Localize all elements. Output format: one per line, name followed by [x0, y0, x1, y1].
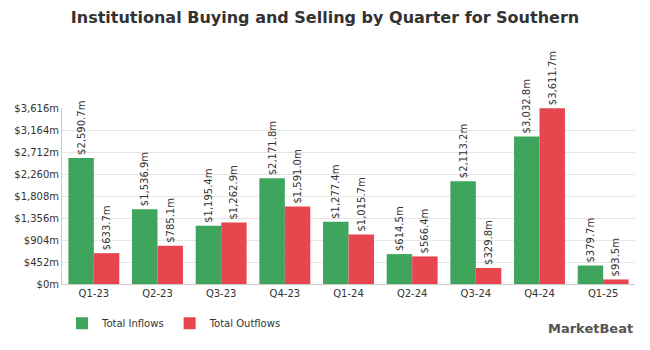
svg-text:$1,195.4m: $1,195.4m — [203, 169, 214, 223]
svg-text:$785.1m: $785.1m — [165, 198, 176, 243]
svg-text:$614.5m: $614.5m — [394, 206, 405, 251]
svg-text:Q4-24: Q4-24 — [524, 288, 555, 299]
svg-text:$93.5m: $93.5m — [610, 238, 621, 276]
svg-text:Q3-23: Q3-23 — [206, 288, 237, 299]
svg-text:Q3-24: Q3-24 — [461, 288, 492, 299]
svg-text:$379.7m: $379.7m — [585, 218, 596, 263]
svg-text:$566.4m: $566.4m — [419, 209, 430, 254]
svg-text:Q2-23: Q2-23 — [142, 288, 173, 299]
svg-text:$3,616m: $3,616m — [14, 103, 59, 114]
svg-text:Q2-24: Q2-24 — [397, 288, 428, 299]
svg-text:$2,171.8m: $2,171.8m — [267, 121, 278, 175]
svg-text:Q1-23: Q1-23 — [79, 288, 110, 299]
svg-text:$1,277.4m: $1,277.4m — [330, 165, 341, 219]
svg-text:$329.8m: $329.8m — [483, 220, 494, 265]
svg-text:$0m: $0m — [37, 279, 59, 290]
svg-text:$2,712m: $2,712m — [14, 147, 59, 158]
svg-text:Q1-25: Q1-25 — [588, 288, 619, 299]
svg-text:$904m: $904m — [24, 235, 59, 246]
svg-text:$3,164m: $3,164m — [14, 125, 59, 136]
svg-text:$452m: $452m — [24, 257, 59, 268]
svg-text:$1,262.9m: $1,262.9m — [228, 165, 239, 219]
svg-text:Total Outflows: Total Outflows — [209, 318, 280, 329]
svg-text:$2,590.7m: $2,590.7m — [76, 101, 87, 155]
svg-text:$1,808m: $1,808m — [14, 191, 59, 202]
svg-text:$3,611.7m: $3,611.7m — [547, 51, 558, 105]
svg-text:$3,032.8m: $3,032.8m — [521, 79, 532, 133]
svg-text:$1,356m: $1,356m — [14, 213, 59, 224]
svg-text:$1,591.0m: $1,591.0m — [292, 149, 303, 203]
svg-text:$1,015.7m: $1,015.7m — [356, 177, 367, 231]
svg-text:$633.7m: $633.7m — [101, 205, 112, 250]
svg-text:Total Inflows: Total Inflows — [101, 318, 164, 329]
svg-text:MarketBeat: MarketBeat — [548, 321, 633, 336]
svg-text:Q4-23: Q4-23 — [270, 288, 301, 299]
svg-text:Q1-24: Q1-24 — [333, 288, 364, 299]
svg-text:Institutional Buying and Selli: Institutional Buying and Selling by Quar… — [71, 8, 579, 27]
svg-text:$2,260m: $2,260m — [14, 169, 59, 180]
svg-text:$2,113.2m: $2,113.2m — [458, 124, 469, 178]
svg-text:$1,536.9m: $1,536.9m — [139, 152, 150, 206]
